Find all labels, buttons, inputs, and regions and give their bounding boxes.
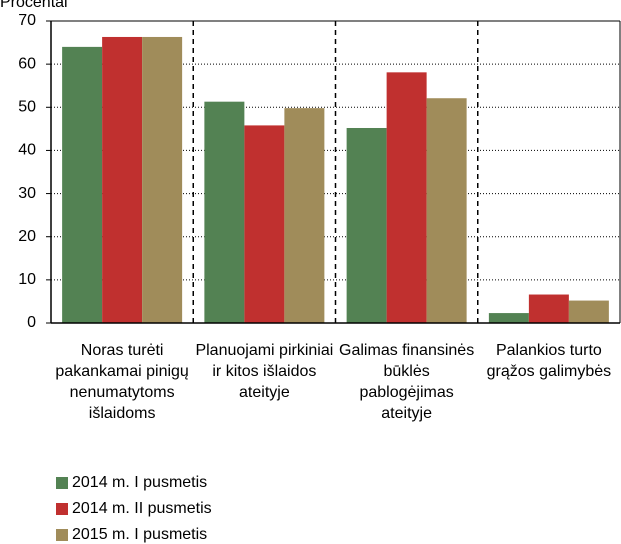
bar [142,36,183,323]
y-tick-label: 70 [18,12,36,29]
y-tick-label: 40 [18,142,36,159]
bar [386,72,427,323]
legend-swatch [56,529,68,541]
y-tick-label: 30 [18,185,36,202]
legend-label: 2014 m. I pusmetis [72,474,207,491]
bar [284,108,325,323]
bar [488,313,529,323]
bar [568,300,609,323]
bar [244,125,285,323]
legend-swatch [56,477,68,489]
bar [346,127,387,323]
x-tick-label: Noras turėti pakankamai pinigų nenumatyt… [55,342,189,422]
y-tick-label: 60 [18,55,36,72]
bar [204,101,245,323]
legend-label: 2014 m. II pusmetis [72,500,212,517]
bar [426,98,467,324]
bar [62,46,103,324]
y-tick-label: 50 [18,99,36,116]
x-tick-label: Palankios turto grąžos galimybės [486,342,612,380]
y-tick-label: 10 [18,271,36,288]
x-tick-label: Galimas finansinės būklės pablogėjimas a… [339,342,475,422]
legend-swatch [56,503,68,515]
y-axis-label: Procentai [0,0,68,11]
legend-label: 2015 m. I pusmetis [72,526,207,543]
bar [528,294,569,323]
bar [102,36,143,323]
y-tick-label: 0 [27,314,36,331]
x-tick-label: Planuojami pirkiniai ir kitos išlaidos a… [195,342,334,401]
y-tick-label: 20 [18,228,36,245]
